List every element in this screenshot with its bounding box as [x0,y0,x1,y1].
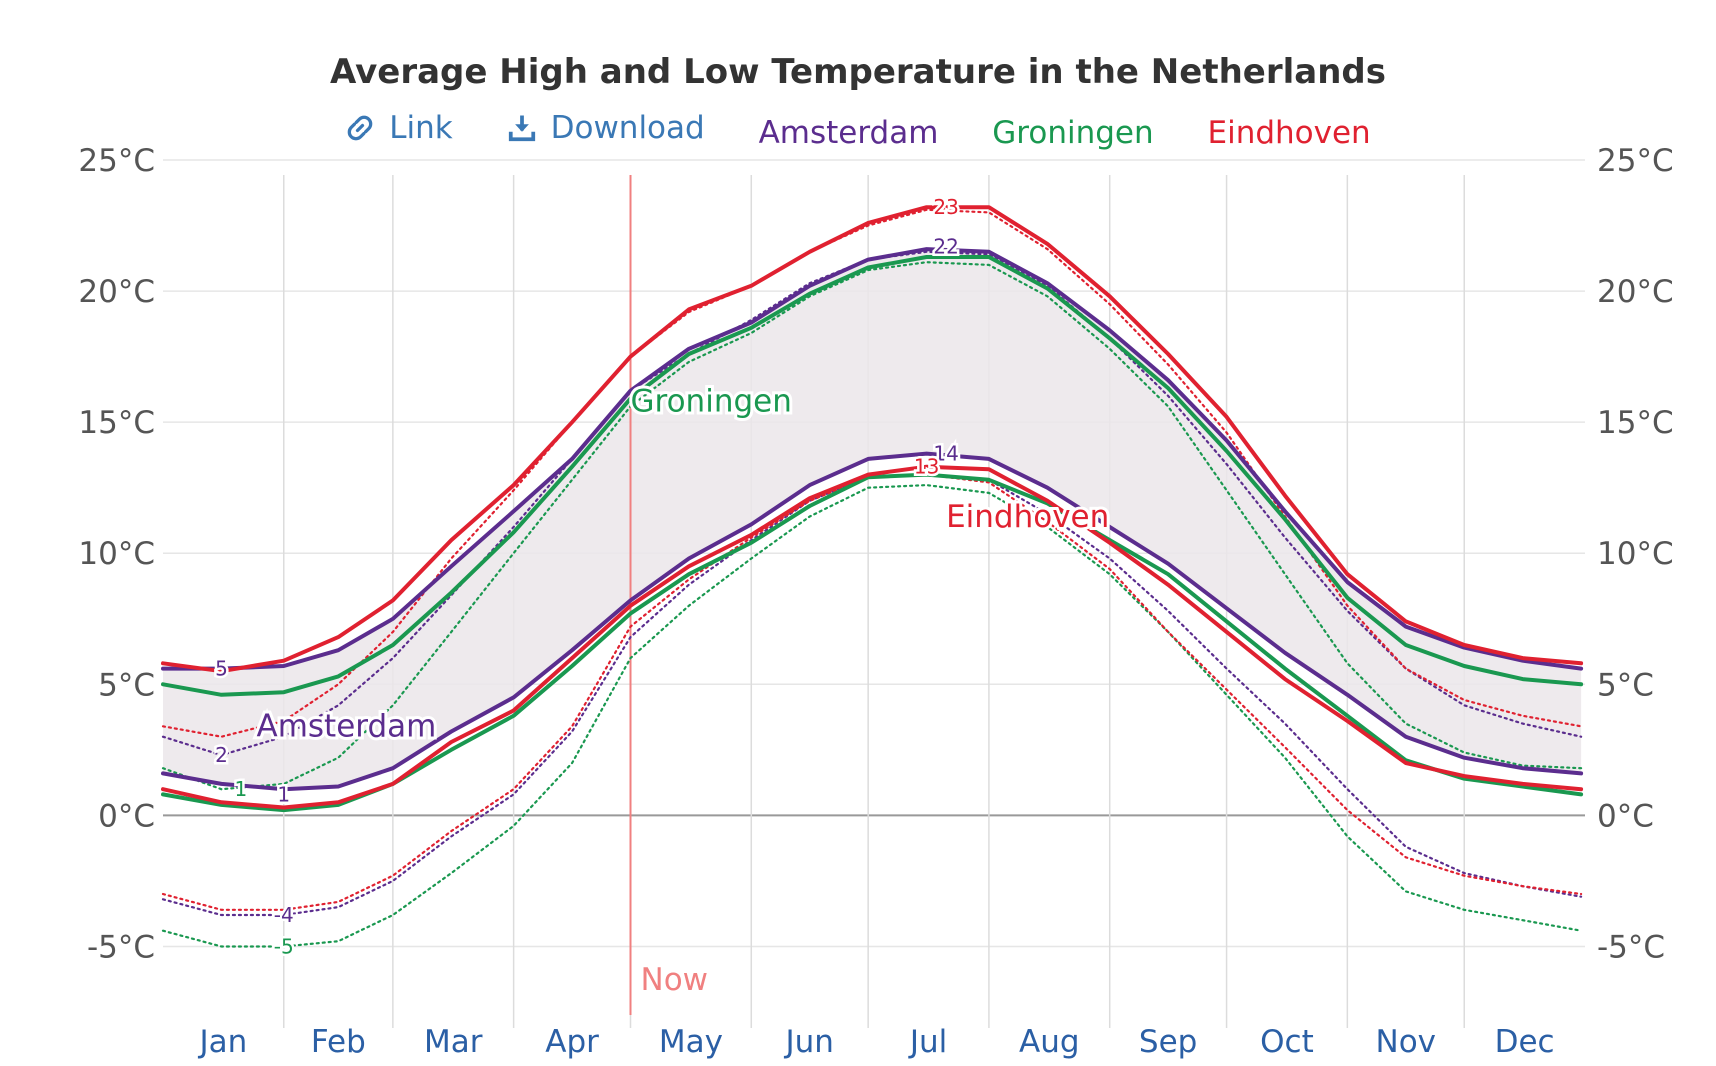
legend-label-groningen: Groningen [992,115,1154,151]
month-label-feb: Feb [311,1024,366,1060]
chart-title: Average High and Low Temperature in the … [330,52,1386,92]
month-label-apr: Apr [545,1024,599,1060]
month-label-jul: Jul [908,1024,947,1060]
y-tick-label-right: 5°C [1597,667,1654,703]
series-groningen-apparent-high [161,261,1583,791]
y-tick-label-right: 15°C [1597,405,1674,441]
annotation-groningen: Groningen [631,384,792,420]
month-label-dec: Dec [1495,1024,1555,1060]
download-button[interactable]: Download [507,110,705,146]
point-label: 13 [914,455,939,479]
point-label: 5 [215,657,228,681]
legend-item-eindhoven[interactable]: Eindhoven [1208,115,1371,151]
link-icon [348,115,373,141]
chart-toolbar: Link Download Amsterdam Groningen Eindho… [0,110,1716,151]
y-tick-label-left: 20°C [78,274,155,310]
annotation-amsterdam: Amsterdam [257,709,437,745]
link-button[interactable]: Link [345,110,453,146]
legend-item-amsterdam[interactable]: Amsterdam [759,115,939,151]
y-tick-label-right: -5°C [1597,929,1665,965]
y-tick-label-right: 0°C [1597,798,1654,834]
point-label: -4 [274,903,294,927]
point-label: -5 [274,934,294,958]
point-label: 22 [933,235,958,259]
y-tick-label-right: 25°C [1597,143,1674,179]
y-tick-label-left: 5°C [98,667,155,703]
series-eindhoven-low [161,464,1584,810]
series-amsterdam-high [161,247,1584,671]
point-label: 1 [277,782,290,806]
download-icon [508,115,535,142]
temperature-band [163,249,1582,790]
month-label-jan: Jan [197,1024,247,1060]
y-tick-label-left: -5°C [87,929,155,965]
month-label-jun: Jun [783,1024,833,1060]
y-tick-label-left: 0°C [98,798,155,834]
series-amsterdam-low [161,451,1584,792]
series-groningen-high [161,255,1584,697]
month-label-mar: Mar [424,1024,483,1060]
month-label-may: May [659,1024,723,1060]
month-label-oct: Oct [1260,1024,1314,1060]
month-label-aug: Aug [1019,1024,1080,1060]
point-label: 23 [933,195,958,219]
y-tick-label-right: 10°C [1597,536,1674,572]
y-tick-label-left: 10°C [78,536,155,572]
link-label: Link [389,110,453,146]
annotation-eindhoven: Eindhoven [946,499,1109,535]
month-label-nov: Nov [1376,1024,1437,1060]
month-label-sep: Sep [1139,1024,1197,1060]
series-eindhoven-high [161,205,1584,674]
download-label: Download [550,110,705,146]
y-tick-label-right: 20°C [1597,274,1674,310]
series-eindhoven-apparent-high [161,208,1583,738]
y-tick-label-left: 15°C [78,405,155,441]
legend-label-eindhoven: Eindhoven [1207,115,1371,151]
legend-label-amsterdam: Amsterdam [758,115,939,151]
point-label: 2 [215,743,228,767]
now-label: Now [641,962,709,998]
series-groningen-apparent-low [161,484,1583,948]
point-label: 14 [933,442,958,466]
point-label: 1 [235,777,248,801]
legend-item-groningen[interactable]: Groningen [992,115,1153,151]
y-tick-label-left: 25°C [78,143,155,179]
